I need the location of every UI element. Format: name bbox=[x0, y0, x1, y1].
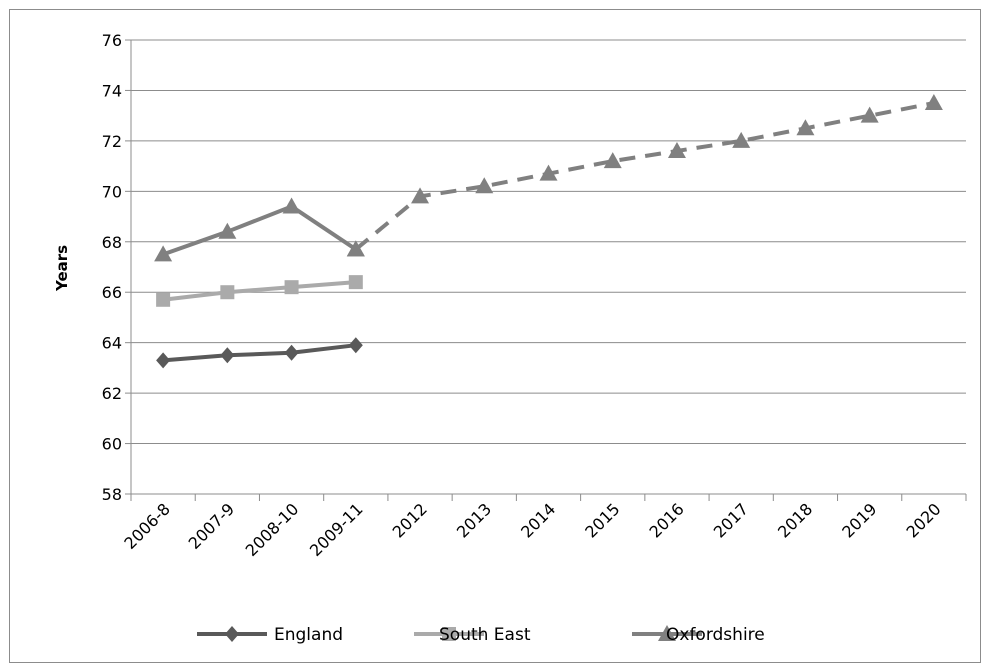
series-line-2 bbox=[162, 204, 357, 257]
data-point-3-7 bbox=[603, 152, 622, 169]
series-0 bbox=[156, 337, 363, 369]
data-point-3-9 bbox=[732, 131, 751, 148]
series-line-0 bbox=[162, 343, 357, 363]
x-tick-label-11: 2019 bbox=[838, 499, 880, 541]
axes bbox=[125, 39, 967, 501]
legend-item-1: South East bbox=[414, 625, 531, 645]
series-line-1 bbox=[162, 280, 356, 302]
x-tick-label-5: 2013 bbox=[453, 499, 495, 541]
y-axis-label: Years bbox=[53, 245, 71, 292]
legend-marker-2 bbox=[658, 625, 676, 641]
x-tick-label-8: 2016 bbox=[646, 499, 688, 541]
legend-item-0: England bbox=[197, 625, 343, 645]
data-point-2-2 bbox=[282, 197, 301, 214]
legend-item-2: Oxfordshire bbox=[632, 625, 765, 645]
series-3 bbox=[346, 94, 943, 257]
data-point-1-0 bbox=[156, 292, 171, 307]
data-point-1-1 bbox=[220, 285, 235, 300]
data-point-3-10 bbox=[796, 119, 815, 136]
data-point-0-3 bbox=[348, 337, 363, 354]
y-tick-label-3: 64 bbox=[102, 334, 122, 353]
x-tick-label-2: 2008-10 bbox=[242, 499, 303, 560]
legend: England South East Oxfordshire bbox=[197, 625, 765, 645]
x-tick-label-10: 2018 bbox=[774, 499, 816, 541]
y-tick-label-5: 68 bbox=[102, 233, 122, 252]
legend-label-2: Oxfordshire bbox=[666, 625, 765, 645]
data-point-0-0 bbox=[156, 352, 171, 369]
y-tick-label-9: 76 bbox=[102, 31, 122, 50]
legend-marker-1 bbox=[442, 627, 456, 641]
data-point-3-8 bbox=[667, 141, 686, 158]
legend-label-0: England bbox=[274, 625, 343, 645]
series-2 bbox=[154, 197, 365, 262]
data-point-2-1 bbox=[218, 222, 237, 239]
legend-label-1: South East bbox=[439, 625, 531, 645]
y-tick-label-6: 70 bbox=[102, 182, 122, 201]
data-point-0-2 bbox=[284, 344, 299, 361]
data-point-1-2 bbox=[284, 280, 299, 295]
x-tick-label-9: 2017 bbox=[710, 499, 752, 541]
x-tick-label-1: 2007-9 bbox=[185, 499, 239, 553]
series-line-3 bbox=[354, 101, 935, 251]
data-point-2-0 bbox=[154, 245, 173, 262]
y-tick-label-8: 74 bbox=[102, 81, 122, 100]
data-point-1-3 bbox=[348, 275, 363, 290]
y-tick-label-1: 60 bbox=[102, 435, 122, 454]
x-tick-label-3: 2009-11 bbox=[306, 499, 367, 560]
x-tick-label-7: 2015 bbox=[581, 499, 623, 541]
legend-marker-0 bbox=[225, 626, 239, 642]
data-point-3-11 bbox=[860, 106, 879, 123]
data-point-3-3 bbox=[346, 240, 365, 257]
x-tick-label-4: 2012 bbox=[389, 499, 431, 541]
chart-frame bbox=[9, 9, 981, 663]
x-tick-labels: 2006-8 2007-9 2008-10 2009-11 2012 2013 2014 20… bbox=[120, 499, 944, 560]
data-point-0-1 bbox=[220, 347, 235, 364]
data-point-3-6 bbox=[539, 164, 558, 181]
x-tick-label-6: 2014 bbox=[517, 499, 559, 541]
gridlines bbox=[131, 39, 966, 495]
data-point-3-4 bbox=[411, 187, 430, 204]
y-tick-label-0: 58 bbox=[102, 485, 122, 504]
series-1 bbox=[156, 275, 363, 307]
y-tick-label-4: 66 bbox=[102, 283, 122, 302]
series-group bbox=[154, 94, 943, 369]
data-point-3-12 bbox=[924, 94, 943, 111]
y-tick-labels: 58 60 62 64 66 68 70 72 74 76 bbox=[102, 31, 122, 504]
x-tick-label-0: 2006-8 bbox=[120, 499, 174, 553]
x-tick-label-12: 2020 bbox=[902, 499, 944, 541]
y-tick-label-7: 72 bbox=[102, 132, 122, 151]
data-point-3-5 bbox=[475, 177, 494, 194]
y-tick-label-2: 62 bbox=[102, 384, 122, 403]
